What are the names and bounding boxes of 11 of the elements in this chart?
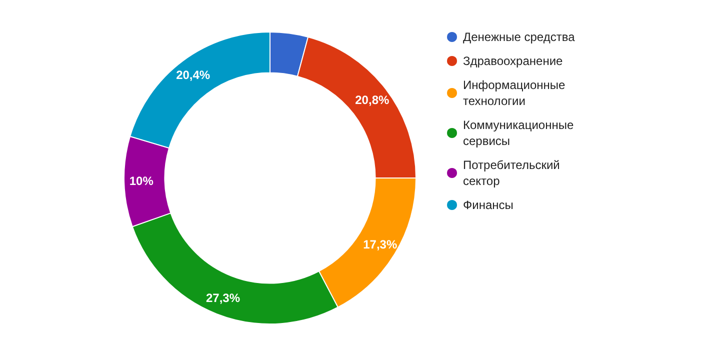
- legend-label: Денежные средства: [463, 30, 576, 44]
- legend-label: Коммуникационные сервисы: [463, 118, 577, 148]
- legend-label: Здравоохранение: [463, 54, 564, 68]
- data-label: 17,3%: [363, 238, 398, 252]
- data-label: 10%: [129, 174, 154, 188]
- legend-label: Потребительский сектор: [463, 158, 564, 188]
- legend-label: Финансы: [463, 198, 514, 212]
- data-label: 20,8%: [355, 92, 390, 107]
- data-label: 20,4%: [176, 68, 210, 82]
- legend-label: Информационные технологии: [463, 78, 569, 108]
- data-label: 27,3%: [206, 290, 240, 305]
